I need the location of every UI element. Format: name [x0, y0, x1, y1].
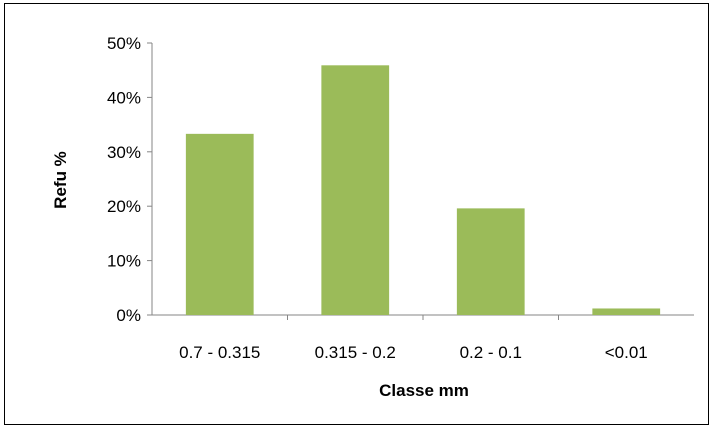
- y-axis-title: Refu %: [51, 151, 70, 209]
- y-tick-label: 50%: [107, 34, 141, 53]
- x-tick-label: 0.315 - 0.2: [315, 343, 396, 362]
- bar: [456, 208, 525, 315]
- y-tick-label: 0%: [116, 306, 141, 325]
- y-axis-ticks: 0% 10% 20% 30% 40% 50%: [107, 34, 152, 325]
- bar-chart: 0% 10% 20% 30% 40% 50% 0.7 - 0.315 0.315 - 0.2…: [51, 34, 694, 400]
- x-tick-label: <0.01: [605, 343, 648, 362]
- bar: [592, 308, 661, 315]
- y-tick-label: 20%: [107, 197, 141, 216]
- x-axis-title: Classe mm: [379, 381, 469, 400]
- y-tick-label: 10%: [107, 252, 141, 271]
- x-tick-label: 0.2 - 0.1: [460, 343, 522, 362]
- y-tick-label: 30%: [107, 143, 141, 162]
- x-tick-label: 0.7 - 0.315: [179, 343, 260, 362]
- bar: [321, 65, 390, 315]
- x-axis-ticks: 0.7 - 0.315 0.315 - 0.2 0.2 - 0.1 <0.01: [179, 315, 648, 362]
- y-tick-label: 40%: [107, 88, 141, 107]
- bar: [185, 133, 254, 315]
- chart-frame: 0% 10% 20% 30% 40% 50% 0.7 - 0.315 0.315 - 0.2…: [4, 3, 709, 425]
- bars: [185, 65, 661, 315]
